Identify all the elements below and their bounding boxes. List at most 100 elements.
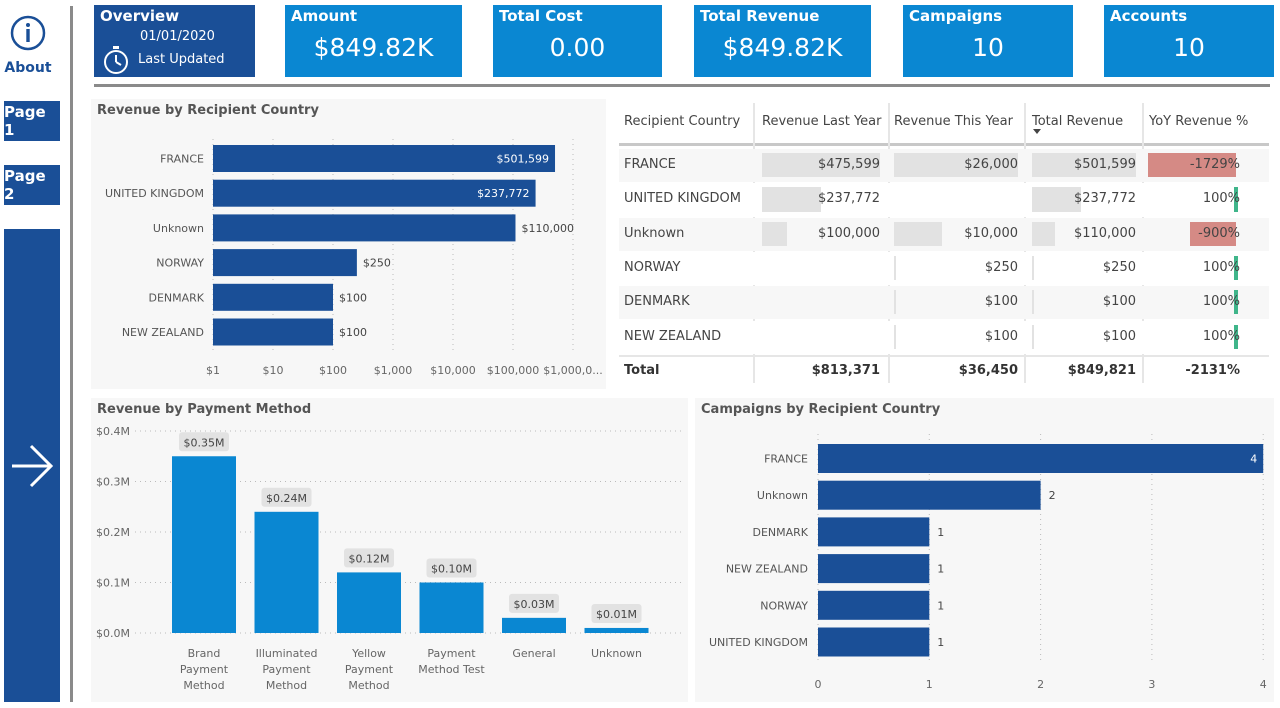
bar[interactable] <box>213 249 357 277</box>
payment-method-title: Revenue by Payment Method <box>97 402 312 417</box>
bar[interactable] <box>213 145 556 172</box>
bar[interactable] <box>818 590 930 620</box>
column-header[interactable]: Revenue This Year <box>894 114 1013 129</box>
data-bar <box>894 153 1018 178</box>
data-bar <box>1032 324 1034 349</box>
table-row[interactable] <box>619 251 1269 286</box>
table-cell-country: NEW ZEALAND <box>624 328 722 344</box>
category-label: Unknown <box>757 489 808 502</box>
amount-card-value: $849.82K <box>313 33 434 62</box>
bar[interactable] <box>502 617 566 633</box>
bar[interactable] <box>419 582 484 634</box>
bar[interactable] <box>818 627 930 657</box>
data-label: 1 <box>937 563 944 576</box>
data-bar <box>762 221 787 246</box>
category-label: NEW ZEALAND <box>122 326 204 339</box>
x-tick-label: 3 <box>1148 678 1155 691</box>
x-tick-label: 0 <box>815 678 822 691</box>
data-bar <box>894 290 896 315</box>
column-header[interactable]: Recipient Country <box>624 114 741 129</box>
category-label: Yellow <box>351 647 386 660</box>
x-tick-label: $1 <box>206 364 220 377</box>
column-header[interactable]: Revenue Last Year <box>762 114 882 129</box>
revenue-country-panel: Revenue by Recipient Country $1 $10 $100 $1… <box>91 99 606 389</box>
negative-yoy-bar <box>1190 221 1236 246</box>
page1-button[interactable]: Page 1 <box>4 101 60 141</box>
bar[interactable] <box>818 517 930 547</box>
x-tick-label: 2 <box>1037 678 1044 691</box>
bar[interactable] <box>818 554 930 584</box>
table-row[interactable] <box>619 286 1269 320</box>
bar[interactable] <box>213 179 536 207</box>
table-row[interactable] <box>619 183 1269 217</box>
bar[interactable] <box>337 572 401 633</box>
about-label[interactable]: About <box>4 60 52 76</box>
data-label: $100 <box>339 291 367 304</box>
bar[interactable] <box>254 511 319 633</box>
campaigns-card-title: Campaigns <box>909 7 1003 25</box>
category-label: Illuminated <box>256 647 318 660</box>
category-label: NORWAY <box>156 257 204 270</box>
accounts-card: Accounts 10 <box>1104 5 1274 77</box>
overview-date: 01/01/2020 <box>140 29 215 44</box>
table-cell-last: $237,772 <box>817 191 880 207</box>
data-label-bg <box>344 548 394 568</box>
table-cell-last: $475,599 <box>817 157 880 172</box>
data-label: 1 <box>937 526 944 539</box>
data-label-bg <box>179 432 229 452</box>
data-bar <box>894 324 896 349</box>
y-tick-label: $0.0M <box>96 627 130 640</box>
overview-title: Overview <box>100 7 180 25</box>
bar[interactable] <box>213 214 516 242</box>
column-header[interactable]: YoY Revenue % <box>1149 114 1249 129</box>
data-label-bg <box>509 593 559 613</box>
payment-method-chart: $0.0M $0.1M $0.2M $0.3M $0.4M $0.35M Brand Paym… <box>96 425 681 692</box>
total-yoy: -2131% <box>1185 362 1240 378</box>
data-label: $501,599 <box>497 153 549 166</box>
table-row[interactable] <box>619 217 1269 251</box>
category-label: FRANCE <box>764 453 808 466</box>
positive-yoy-bar <box>1234 187 1238 212</box>
bar[interactable] <box>213 318 333 346</box>
table-cell-country: NORWAY <box>624 259 681 275</box>
data-bar <box>762 153 880 178</box>
table-cell-total: $501,599 <box>1073 157 1136 172</box>
data-label: $0.03M <box>514 598 555 611</box>
bar[interactable] <box>213 283 333 311</box>
sort-desc-icon[interactable] <box>1033 129 1041 134</box>
data-label: $237,772 <box>477 187 530 200</box>
data-label-bg <box>426 558 477 578</box>
bar[interactable] <box>172 456 236 633</box>
category-label: Payment <box>345 663 394 676</box>
table-cell-yoy: -1729% <box>1189 157 1240 172</box>
campaigns-card-value: 10 <box>972 33 1004 62</box>
overview-updated: Last Updated <box>138 52 225 67</box>
bar[interactable] <box>584 627 649 633</box>
bar[interactable] <box>818 444 1264 473</box>
x-tick-label: $1,000 <box>374 364 413 377</box>
table-cell-this: $10,000 <box>964 225 1018 241</box>
total-cost-card-value: 0.00 <box>549 33 606 62</box>
next-page-button[interactable] <box>4 229 60 702</box>
table-cell-yoy: 100% <box>1202 191 1240 207</box>
category-label: Payment <box>427 647 476 660</box>
negative-yoy-bar <box>1148 153 1236 178</box>
info-icon[interactable] <box>9 14 47 52</box>
category-label: Method <box>266 679 307 692</box>
data-bar <box>1032 153 1136 178</box>
x-tick-label: $1,000,0... <box>543 364 602 377</box>
data-bar <box>894 255 896 281</box>
table-row[interactable] <box>619 320 1269 354</box>
bar[interactable] <box>818 480 1041 510</box>
table-cell-total: $100 <box>1102 294 1136 310</box>
page2-button[interactable]: Page 2 <box>4 165 60 205</box>
category-label: FRANCE <box>160 153 204 166</box>
campaigns-card: Campaigns 10 <box>903 5 1073 77</box>
total-revenue-card-value: $849.82K <box>722 33 843 62</box>
column-header[interactable]: Total Revenue <box>1032 114 1124 129</box>
category-label: Method Test <box>418 663 485 676</box>
x-tick-label: $100,000 <box>487 364 540 377</box>
category-label: Method <box>183 679 224 692</box>
nav-divider <box>70 6 73 702</box>
table-cell-total: $237,772 <box>1073 191 1136 207</box>
